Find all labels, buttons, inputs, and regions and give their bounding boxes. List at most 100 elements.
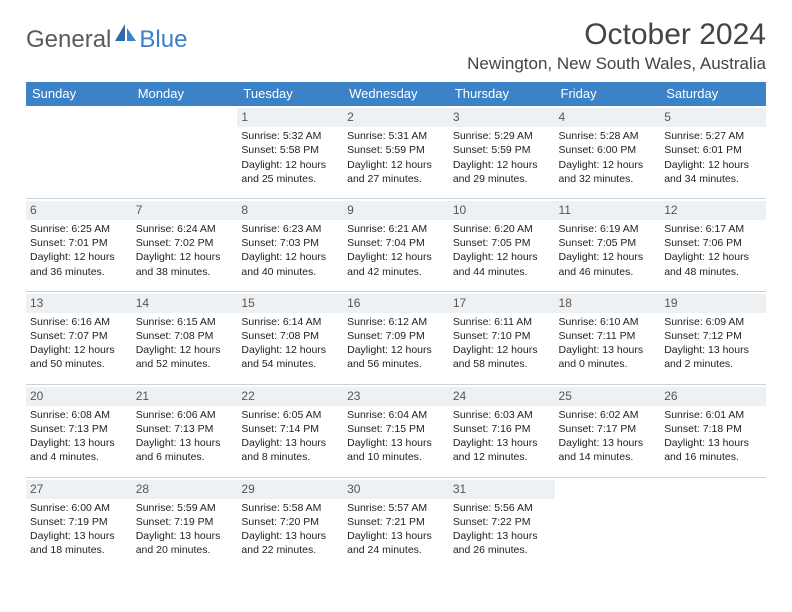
day-number: 21 bbox=[132, 387, 238, 406]
calendar-cell: 27Sunrise: 6:00 AMSunset: 7:19 PMDayligh… bbox=[26, 477, 132, 569]
calendar-cell: 24 Sunrise: 6:03 AMSunset: 7:16 PMDayligh… bbox=[449, 384, 555, 477]
day-details: Sunrise: 6:04 AMSunset: 7:15 PMDaylight:… bbox=[347, 408, 445, 465]
day-details: Sunrise: 6:20 AMSunset: 7:05 PMDaylight:… bbox=[453, 222, 551, 279]
day-number: 1 bbox=[237, 108, 343, 127]
sunset-text: Sunset: 5:58 PM bbox=[241, 143, 339, 157]
sunset-text: Sunset: 7:16 PM bbox=[453, 422, 551, 436]
day-number: 17 bbox=[449, 294, 555, 313]
day-number: 30 bbox=[343, 480, 449, 499]
calendar-cell: 18Sunrise: 6:10 AMSunset: 7:11 PMDayligh… bbox=[555, 291, 661, 384]
day-number: 24 bbox=[449, 387, 555, 406]
calendar-body: ..1Sunrise: 5:32 AMSunset: 5:58 PMDaylig… bbox=[26, 106, 766, 569]
day-number: 31 bbox=[449, 480, 555, 499]
day-number: 28 bbox=[132, 480, 238, 499]
sunrise-text: Sunrise: 5:59 AM bbox=[136, 501, 234, 515]
sunset-text: Sunset: 6:01 PM bbox=[664, 143, 762, 157]
sunrise-text: Sunrise: 5:31 AM bbox=[347, 129, 445, 143]
daylight-text: Daylight: 13 hours and 0 minutes. bbox=[559, 343, 657, 371]
sunrise-text: Sunrise: 6:20 AM bbox=[453, 222, 551, 236]
sunset-text: Sunset: 7:08 PM bbox=[136, 329, 234, 343]
day-details: Sunrise: 5:57 AMSunset: 7:21 PMDaylight:… bbox=[347, 501, 445, 558]
dow-friday: Friday bbox=[555, 82, 661, 106]
calendar-cell: 21Sunrise: 6:06 AMSunset: 7:13 PMDayligh… bbox=[132, 384, 238, 477]
day-details: Sunrise: 6:23 AMSunset: 7:03 PMDaylight:… bbox=[241, 222, 339, 279]
sunrise-text: Sunrise: 6:08 AM bbox=[30, 408, 128, 422]
sunset-text: Sunset: 7:12 PM bbox=[664, 329, 762, 343]
daylight-text: Daylight: 12 hours and 58 minutes. bbox=[453, 343, 551, 371]
sunrise-text: Sunrise: 6:06 AM bbox=[136, 408, 234, 422]
page-header: General Blue October 2024 Newington, New… bbox=[26, 18, 766, 74]
daylight-text: Daylight: 13 hours and 26 minutes. bbox=[453, 529, 551, 557]
day-number: 13 bbox=[26, 294, 132, 313]
calendar-cell: 9 Sunrise: 6:21 AMSunset: 7:04 PMDaylight… bbox=[343, 198, 449, 291]
day-number: 11 bbox=[555, 201, 661, 220]
sunset-text: Sunset: 7:02 PM bbox=[136, 236, 234, 250]
sunrise-text: Sunrise: 6:01 AM bbox=[664, 408, 762, 422]
calendar-week: 20 Sunrise: 6:08 AMSunset: 7:13 PMDayligh… bbox=[26, 384, 766, 477]
day-details: Sunrise: 6:11 AMSunset: 7:10 PMDaylight:… bbox=[453, 315, 551, 372]
sunset-text: Sunset: 7:10 PM bbox=[453, 329, 551, 343]
day-details: Sunrise: 6:01 AMSunset: 7:18 PMDaylight:… bbox=[664, 408, 762, 465]
sunset-text: Sunset: 7:05 PM bbox=[559, 236, 657, 250]
sunset-text: Sunset: 7:17 PM bbox=[559, 422, 657, 436]
calendar-cell: . bbox=[132, 106, 238, 198]
day-details: Sunrise: 6:08 AMSunset: 7:13 PMDaylight:… bbox=[30, 408, 128, 465]
daylight-text: Daylight: 12 hours and 52 minutes. bbox=[136, 343, 234, 371]
daylight-text: Daylight: 13 hours and 12 minutes. bbox=[453, 436, 551, 464]
daylight-text: Daylight: 13 hours and 14 minutes. bbox=[559, 436, 657, 464]
day-details: Sunrise: 6:09 AMSunset: 7:12 PMDaylight:… bbox=[664, 315, 762, 372]
day-details: Sunrise: 5:59 AMSunset: 7:19 PMDaylight:… bbox=[136, 501, 234, 558]
calendar-table: Sunday Monday Tuesday Wednesday Thursday… bbox=[26, 82, 766, 569]
daylight-text: Daylight: 13 hours and 22 minutes. bbox=[241, 529, 339, 557]
day-details: Sunrise: 6:02 AMSunset: 7:17 PMDaylight:… bbox=[559, 408, 657, 465]
sunset-text: Sunset: 6:00 PM bbox=[559, 143, 657, 157]
day-number: 23 bbox=[343, 387, 449, 406]
daylight-text: Daylight: 13 hours and 16 minutes. bbox=[664, 436, 762, 464]
day-details: Sunrise: 5:29 AMSunset: 5:59 PMDaylight:… bbox=[453, 129, 551, 186]
day-number: 10 bbox=[449, 201, 555, 220]
calendar-cell: . bbox=[555, 477, 661, 569]
sunset-text: Sunset: 7:18 PM bbox=[664, 422, 762, 436]
dow-sunday: Sunday bbox=[26, 82, 132, 106]
day-details: Sunrise: 5:27 AMSunset: 6:01 PMDaylight:… bbox=[664, 129, 762, 186]
day-number: 8 bbox=[237, 201, 343, 220]
day-number: 22 bbox=[237, 387, 343, 406]
daylight-text: Daylight: 13 hours and 4 minutes. bbox=[30, 436, 128, 464]
day-details: Sunrise: 6:14 AMSunset: 7:08 PMDaylight:… bbox=[241, 315, 339, 372]
calendar-cell: 20 Sunrise: 6:08 AMSunset: 7:13 PMDayligh… bbox=[26, 384, 132, 477]
calendar-cell: 16Sunrise: 6:12 AMSunset: 7:09 PMDayligh… bbox=[343, 291, 449, 384]
calendar-cell: . bbox=[26, 106, 132, 198]
dow-thursday: Thursday bbox=[449, 82, 555, 106]
day-number: 20 bbox=[26, 387, 132, 406]
calendar-cell: 31Sunrise: 5:56 AMSunset: 7:22 PMDayligh… bbox=[449, 477, 555, 569]
sunrise-text: Sunrise: 5:58 AM bbox=[241, 501, 339, 515]
sunrise-text: Sunrise: 6:17 AM bbox=[664, 222, 762, 236]
day-details: Sunrise: 5:31 AMSunset: 5:59 PMDaylight:… bbox=[347, 129, 445, 186]
day-number: 2 bbox=[343, 108, 449, 127]
calendar-week: 27Sunrise: 6:00 AMSunset: 7:19 PMDayligh… bbox=[26, 477, 766, 569]
sunrise-text: Sunrise: 6:10 AM bbox=[559, 315, 657, 329]
sunset-text: Sunset: 7:21 PM bbox=[347, 515, 445, 529]
day-details: Sunrise: 6:21 AMSunset: 7:04 PMDaylight:… bbox=[347, 222, 445, 279]
day-details: Sunrise: 5:32 AMSunset: 5:58 PMDaylight:… bbox=[241, 129, 339, 186]
day-number: 3 bbox=[449, 108, 555, 127]
sunrise-text: Sunrise: 6:15 AM bbox=[136, 315, 234, 329]
day-details: Sunrise: 6:24 AMSunset: 7:02 PMDaylight:… bbox=[136, 222, 234, 279]
calendar-week: 6Sunrise: 6:25 AMSunset: 7:01 PMDaylight… bbox=[26, 198, 766, 291]
day-number: 26 bbox=[660, 387, 766, 406]
sunrise-text: Sunrise: 6:03 AM bbox=[453, 408, 551, 422]
calendar-cell: 19Sunrise: 6:09 AMSunset: 7:12 PMDayligh… bbox=[660, 291, 766, 384]
daylight-text: Daylight: 12 hours and 44 minutes. bbox=[453, 250, 551, 278]
dow-saturday: Saturday bbox=[660, 82, 766, 106]
sunrise-text: Sunrise: 6:16 AM bbox=[30, 315, 128, 329]
sunset-text: Sunset: 7:04 PM bbox=[347, 236, 445, 250]
calendar-cell: 25 Sunrise: 6:02 AMSunset: 7:17 PMDayligh… bbox=[555, 384, 661, 477]
calendar-cell: 3 Sunrise: 5:29 AMSunset: 5:59 PMDaylight… bbox=[449, 106, 555, 198]
calendar-cell: 15Sunrise: 6:14 AMSunset: 7:08 PMDayligh… bbox=[237, 291, 343, 384]
day-details: Sunrise: 6:15 AMSunset: 7:08 PMDaylight:… bbox=[136, 315, 234, 372]
day-number: 25 bbox=[555, 387, 661, 406]
daylight-text: Daylight: 12 hours and 42 minutes. bbox=[347, 250, 445, 278]
calendar-week: 13Sunrise: 6:16 AMSunset: 7:07 PMDayligh… bbox=[26, 291, 766, 384]
day-number: 9 bbox=[343, 201, 449, 220]
sunset-text: Sunset: 7:22 PM bbox=[453, 515, 551, 529]
